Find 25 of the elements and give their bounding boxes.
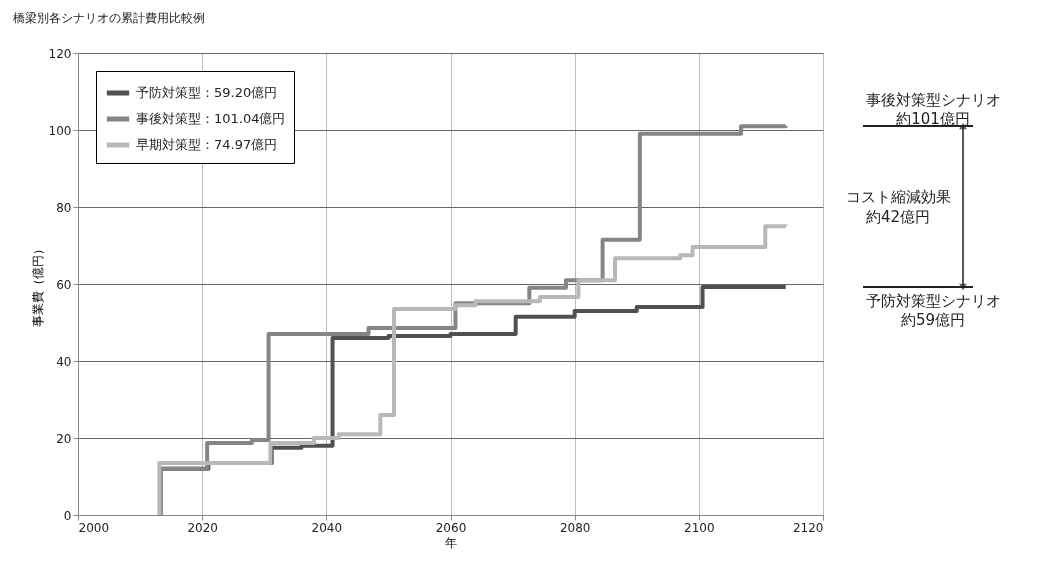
x-tick-label: 2120: [792, 520, 824, 535]
legend-label: 予防対策型：59.20億円: [136, 85, 278, 100]
text: 予防対策型シナリオ: [865, 292, 1001, 311]
x-tick-label: 2040: [311, 520, 343, 535]
x-tick-label: 2020: [187, 520, 218, 535]
text: 約42億円: [865, 207, 931, 226]
text: コスト縮減効果: [845, 187, 951, 206]
y-tick-label: 60: [56, 277, 72, 292]
x-tick-label: 2100: [684, 520, 715, 535]
y-tick-label: 120: [48, 46, 72, 61]
legend-label: 事後対策型：101.04億円: [136, 111, 286, 126]
y-tick-label: 0: [63, 508, 72, 523]
y-tick-label: 20: [56, 431, 72, 446]
x-axis-title: 年: [445, 535, 457, 550]
y-tick-label: 100: [48, 123, 72, 138]
x-tick-label: 2080: [559, 520, 591, 535]
y-tick-label: 80: [56, 200, 72, 215]
chart-title: 橋梁別各シナリオの累計費用比較例: [13, 11, 206, 25]
text: 事後対策型シナリオ: [865, 91, 1001, 109]
legend-label: 早期対策型：74.97億円: [136, 137, 278, 152]
text: 約59億円: [900, 311, 966, 330]
y-axis-title: 事業費（億円）: [30, 242, 45, 327]
y-tick-label: 40: [56, 354, 72, 369]
x-tick-label: 2060: [435, 520, 467, 535]
x-tick-label: 2000: [78, 520, 110, 535]
